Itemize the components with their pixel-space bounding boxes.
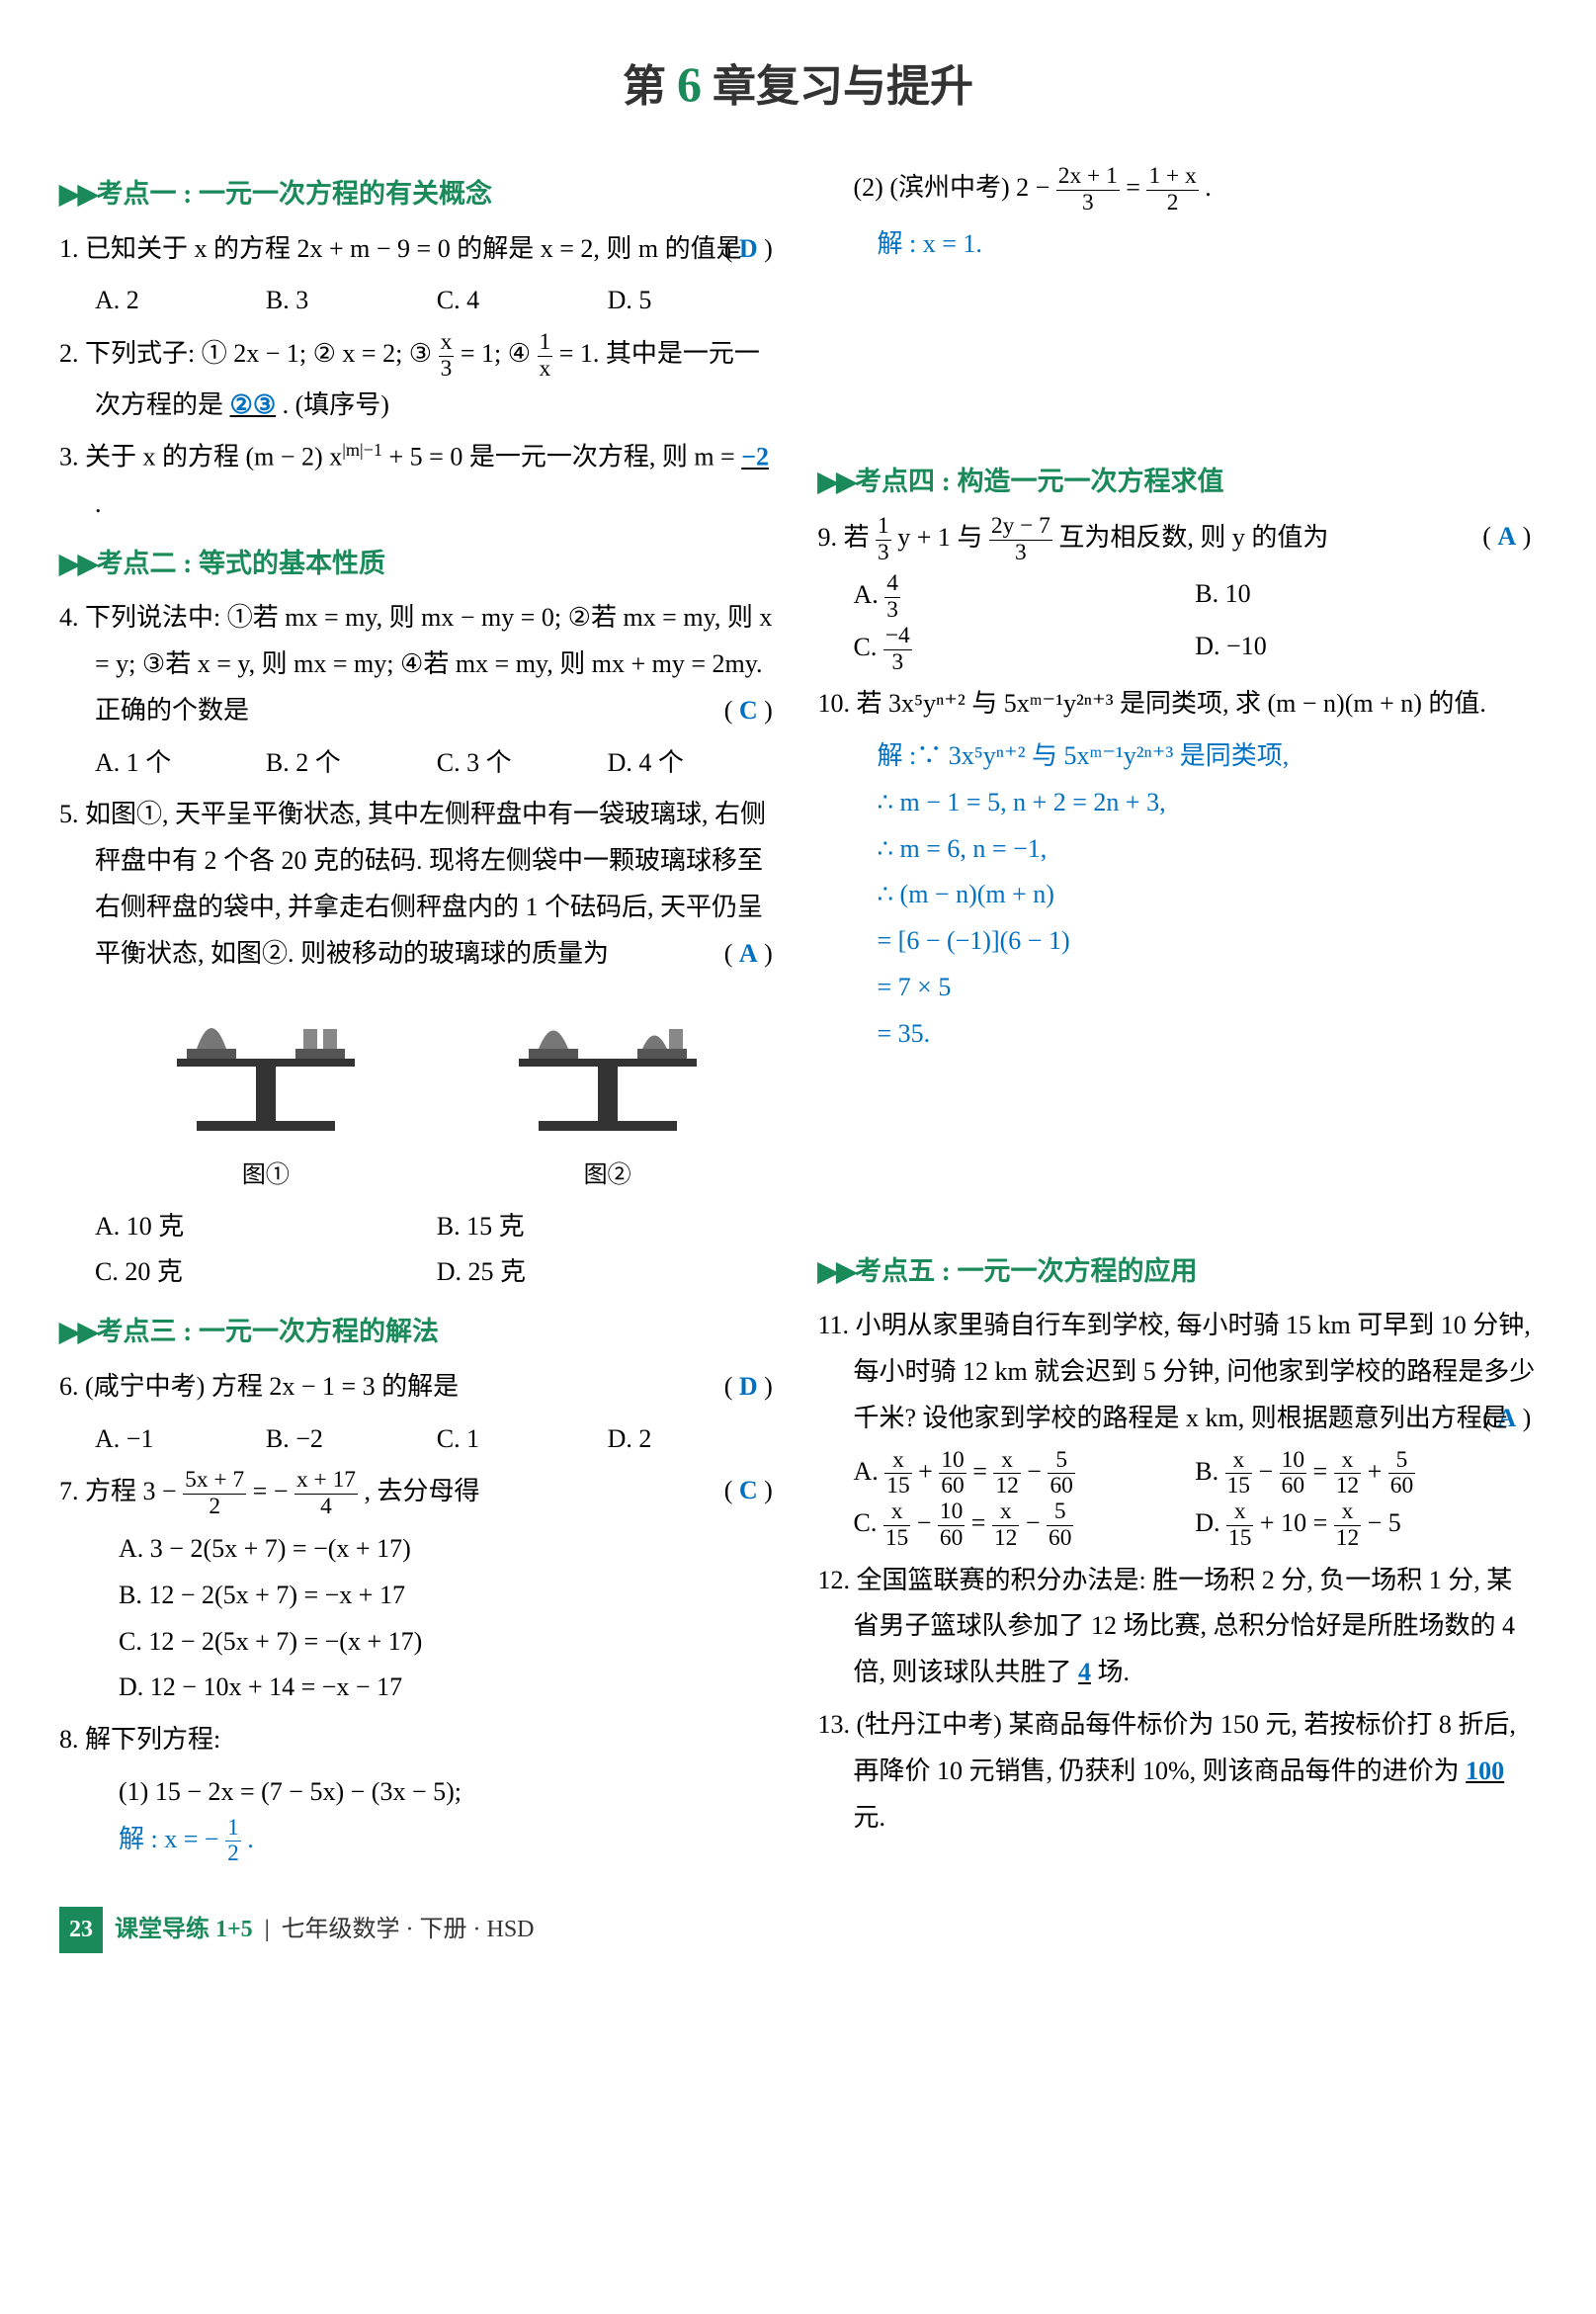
option-q4-b: B. 2 个	[266, 740, 437, 787]
question-13: 13. (牡丹江中考) 某商品每件标价为 150 元, 若按标价打 8 折后, …	[818, 1702, 1538, 1841]
q8-solution-2: 解 : x = 1.	[878, 221, 1538, 268]
balance-figure-1	[157, 987, 375, 1136]
answer-q4: C	[739, 696, 758, 725]
options-q11: A. x15 + 1060 = x12 − 560 B. x15 − 1060 …	[854, 1448, 1538, 1552]
page-title: 第 6 章复习与提升	[59, 40, 1537, 129]
option-q11-a: A. x15 + 1060 = x12 − 560	[854, 1448, 1196, 1500]
question-1: 1. 已知关于 x 的方程 2x + m − 9 = 0 的解是 x = 2, …	[59, 226, 779, 273]
option-q6-a: A. −1	[95, 1416, 266, 1463]
option-q1-a: A. 2	[95, 278, 266, 324]
answer-q9: A	[1497, 522, 1516, 551]
chapter-number: 6	[677, 56, 702, 112]
section-heading-3: ▶▶考点三 : 一元一次方程的解法	[59, 1308, 779, 1356]
option-q1-b: B. 3	[266, 278, 437, 324]
option-q1-c: C. 4	[437, 278, 608, 324]
fig-caption-1: 图①	[157, 1155, 375, 1197]
option-q4-d: D. 4 个	[608, 740, 779, 787]
section-heading-4: ▶▶考点四 : 构造一元一次方程求值	[818, 458, 1538, 506]
option-q11-b: B. x15 − 1060 = x12 + 560	[1195, 1448, 1537, 1500]
answer-q12: 4	[1078, 1658, 1091, 1686]
options-q5: A. 10 克 B. 15 克 C. 20 克 D. 25 克	[95, 1204, 779, 1297]
option-q5-b: B. 15 克	[437, 1204, 779, 1250]
q10-solution: 解 :∵ 3x⁵yⁿ⁺² 与 5xᵐ⁻¹y²ⁿ⁺³ 是同类项, ∴ m − 1 …	[878, 733, 1538, 1058]
book-sublabel: 七年级数学 · 下册 · HSD	[282, 1909, 535, 1951]
question-7: 7. 方程 3 − 5x + 72 = − x + 174 , 去分母得 ( C…	[59, 1468, 779, 1519]
option-q7-b: B. 12 − 2(5x + 7) = −x + 17	[119, 1573, 779, 1619]
answer-q5: A	[739, 939, 758, 968]
question-11: 11. 小明从家里骑自行车到学校, 每小时骑 15 km 可早到 10 分钟, …	[818, 1303, 1538, 1441]
option-q5-c: C. 20 克	[95, 1249, 437, 1296]
answer-q6: D	[739, 1372, 758, 1401]
section-heading-1: ▶▶考点一 : 一元一次方程的有关概念	[59, 170, 779, 218]
question-8: 8. 解下列方程:	[59, 1717, 779, 1763]
options-q6: A. −1 B. −2 C. 1 D. 2	[95, 1416, 779, 1463]
option-q6-b: B. −2	[266, 1416, 437, 1463]
option-q9-a: A. 43	[854, 571, 1196, 623]
options-q7: A. 3 − 2(5x + 7) = −(x + 17) B. 12 − 2(5…	[119, 1526, 779, 1711]
option-q9-c: C. −43	[854, 624, 1196, 675]
question-9: 9. 若 13 y + 1 与 2y − 73 互为相反数, 则 y 的值为 (…	[818, 514, 1538, 565]
fig-caption-2: 图②	[499, 1155, 716, 1197]
option-q4-a: A. 1 个	[95, 740, 266, 787]
q8-part2: (2) (滨州中考) 2 − 2x + 13 = 1 + x2 .	[854, 164, 1538, 215]
page-footer: 23 课堂导练 1+5 | 七年级数学 · 下册 · HSD	[59, 1907, 1537, 1953]
options-q4: A. 1 个 B. 2 个 C. 3 个 D. 4 个	[95, 740, 779, 787]
right-column: (2) (滨州中考) 2 − 2x + 13 = 1 + x2 . 解 : x …	[818, 158, 1538, 1867]
options-q1: A. 2 B. 3 C. 4 D. 5	[95, 278, 779, 324]
balance-figures: 图① 图②	[59, 987, 779, 1198]
option-q5-a: A. 10 克	[95, 1204, 437, 1250]
option-q7-c: C. 12 − 2(5x + 7) = −(x + 17)	[119, 1619, 779, 1666]
section-heading-2: ▶▶考点二 : 等式的基本性质	[59, 540, 779, 588]
option-q6-c: C. 1	[437, 1416, 608, 1463]
option-q9-b: B. 10	[1195, 571, 1537, 623]
answer-q7: C	[739, 1476, 758, 1504]
section-heading-5: ▶▶考点五 : 一元一次方程的应用	[818, 1247, 1538, 1296]
question-3: 3. 关于 x 的方程 (m − 2) x|m|−1 + 5 = 0 是一元一次…	[59, 434, 779, 527]
option-q11-d: D. x15 + 10 = x12 − 5	[1195, 1500, 1537, 1551]
balance-figure-2	[499, 987, 716, 1136]
option-q6-d: D. 2	[608, 1416, 779, 1463]
page-number: 23	[59, 1907, 103, 1953]
question-12: 12. 全国篮联赛的积分办法是: 胜一场积 2 分, 负一场积 1 分, 某省男…	[818, 1558, 1538, 1696]
question-10: 10. 若 3x⁵yⁿ⁺² 与 5xᵐ⁻¹y²ⁿ⁺³ 是同类项, 求 (m − …	[818, 681, 1538, 728]
option-q1-d: D. 5	[608, 278, 779, 324]
question-2: 2. 下列式子: ① 2x − 1; ② x = 2; ③ x3 = 1; ④ …	[59, 330, 779, 428]
question-6: 6. (咸宁中考) 方程 2x − 1 = 3 的解是 ( D )	[59, 1364, 779, 1411]
question-5: 5. 如图①, 天平呈平衡状态, 其中左侧秤盘中有一袋玻璃球, 右侧秤盘中有 2…	[59, 792, 779, 977]
option-q11-c: C. x15 − 1060 = x12 − 560	[854, 1500, 1196, 1551]
option-q4-c: C. 3 个	[437, 740, 608, 787]
answer-q3: −2	[741, 443, 769, 471]
answer-q13: 100	[1466, 1757, 1504, 1785]
answer-q2: ②③	[230, 390, 277, 419]
option-q5-d: D. 25 克	[437, 1249, 779, 1296]
q8-part1: (1) 15 − 2x = (7 − 5x) − (3x − 5);	[119, 1769, 779, 1816]
option-q7-d: D. 12 − 10x + 14 = −x − 17	[119, 1665, 779, 1711]
q8-solution-1: 解 : x = − 12 .	[119, 1816, 779, 1867]
option-q9-d: D. −10	[1195, 624, 1537, 675]
question-4: 4. 下列说法中: ①若 mx = my, 则 mx − my = 0; ②若 …	[59, 595, 779, 733]
options-q9: A. 43 B. 10 C. −43 D. −10	[854, 571, 1538, 675]
left-column: ▶▶考点一 : 一元一次方程的有关概念 1. 已知关于 x 的方程 2x + m…	[59, 158, 779, 1867]
book-label: 课堂导练 1+5	[115, 1909, 253, 1951]
option-q7-a: A. 3 − 2(5x + 7) = −(x + 17)	[119, 1526, 779, 1573]
